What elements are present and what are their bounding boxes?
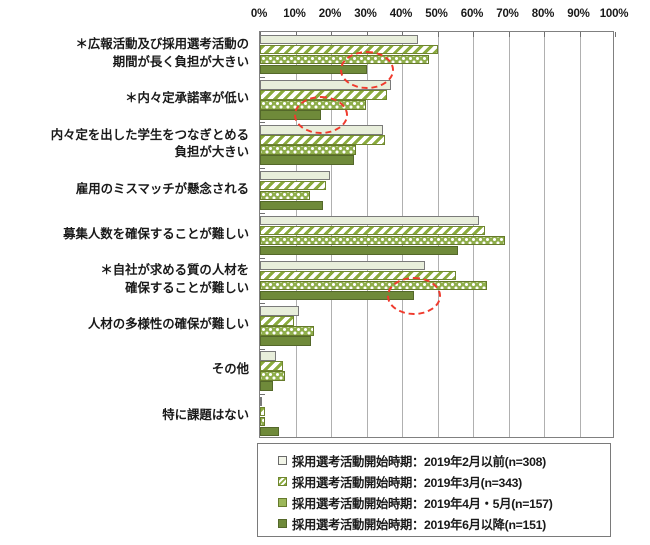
bar — [260, 261, 426, 271]
x-axis-tick-label: 100% — [599, 8, 629, 20]
bar — [260, 235, 505, 246]
bar — [260, 336, 312, 346]
y-axis-category-label: ＊自社が求める質の人材を 確保することが難しい — [100, 263, 249, 295]
bar — [260, 225, 486, 236]
bar — [260, 281, 488, 291]
bar — [260, 271, 456, 281]
x-axis-tick-label: 90% — [567, 8, 590, 20]
bar — [260, 80, 391, 90]
bar — [260, 190, 310, 200]
y-axis-tickmark — [260, 167, 265, 169]
legend-label: 採用選考活動開始時期：2019年2月以前(n=308) — [292, 454, 546, 469]
bar — [260, 200, 323, 210]
x-axis-tick-label: 80% — [531, 8, 555, 20]
gridline — [508, 32, 510, 437]
highlight-ellipse-annotation — [294, 95, 349, 134]
highlight-ellipse-annotation — [386, 276, 441, 315]
y-axis-category-label: 特に課題はない — [162, 407, 249, 422]
y-axis-tickmark — [260, 303, 265, 305]
bar — [260, 416, 266, 427]
bar — [260, 215, 480, 226]
legend-swatch-icon — [278, 477, 287, 486]
bar — [260, 351, 276, 361]
y-axis-tickmark — [260, 348, 265, 350]
bar — [260, 316, 295, 326]
bar — [260, 145, 357, 155]
bar — [260, 396, 263, 407]
x-axis-tick-label: 60% — [460, 8, 484, 20]
highlight-ellipse-annotation — [339, 50, 394, 89]
x-axis-tickmark — [437, 32, 439, 37]
legend-item[interactable]: 採用選考活動開始時期：2019年6月以降(n=151) — [258, 513, 610, 534]
x-axis-tick-label: 30% — [354, 8, 377, 20]
gridline — [579, 32, 581, 437]
x-axis-tick-label: 40% — [389, 8, 413, 20]
legend-item[interactable]: 採用選考活動開始時期：2019年4月・5月(n=157) — [258, 492, 610, 513]
bar — [260, 44, 438, 55]
x-axis-tick-labels: 0% 10% 20% 30% 40% 50% 60% 70% 80% 90% 100% — [0, 8, 650, 28]
legend-swatch-icon — [278, 498, 287, 507]
x-axis-tickmark — [295, 32, 297, 37]
y-axis-category-label: ＊内々定承諾率が低い — [125, 91, 249, 106]
legend-label: 採用選考活動開始時期：2019年6月以降(n=151) — [292, 517, 546, 532]
bar — [260, 406, 266, 417]
bar — [260, 245, 459, 256]
x-axis-tickmark — [473, 32, 474, 37]
y-axis-category-labels: ＊広報活動及び採用選考活動の 期間が長く負担が大きい ＊内々定承諾率が低い内々定を… — [0, 31, 253, 438]
y-axis-category-label: 募集人数を確保することが難しい — [63, 226, 249, 241]
legend-item[interactable]: 採用選考活動開始時期：2019年3月(n=343) — [258, 471, 610, 492]
plot-area — [259, 31, 616, 438]
x-axis-tickmark — [260, 32, 261, 37]
y-axis-category-label: ＊広報活動及び採用選考活動の 期間が長く負担が大きい — [75, 37, 249, 69]
legend-item[interactable]: 採用選考活動開始時期：2019年2月以前(n=308) — [258, 450, 610, 471]
bar — [260, 155, 355, 165]
x-axis-tick-label: 10% — [283, 8, 306, 20]
x-axis-tickmark — [544, 32, 545, 37]
y-axis-tickmark — [260, 258, 265, 260]
x-axis-tick-label: 0% — [250, 8, 268, 20]
bar — [260, 361, 283, 371]
legend-label: 採用選考活動開始時期：2019年3月(n=343) — [292, 475, 522, 490]
bar — [260, 306, 300, 316]
bar — [260, 170, 330, 180]
legend-label: 採用選考活動開始時期：2019年4月・5月(n=157) — [292, 496, 553, 511]
x-axis-tick-label: 20% — [318, 8, 342, 20]
y-axis-tickmark — [260, 393, 265, 395]
y-axis-tickmark — [260, 212, 265, 214]
x-axis-tickmark — [508, 32, 510, 37]
gridline — [544, 32, 545, 437]
bar — [260, 135, 385, 145]
bar — [260, 371, 285, 381]
x-axis-tickmark — [331, 32, 332, 37]
bar — [260, 180, 327, 190]
x-axis-tickmark — [366, 32, 368, 37]
chart-legend: 採用選考活動開始時期：2019年2月以前(n=308) 採用選考活動開始時期：20… — [257, 443, 611, 537]
x-axis-tickmark — [402, 32, 403, 37]
legend-swatch-icon — [278, 519, 287, 528]
bar — [260, 381, 274, 391]
x-axis-tick-label: 70% — [496, 8, 519, 20]
legend-swatch-icon — [278, 456, 287, 465]
bar — [260, 326, 314, 336]
y-axis-category-label: その他 — [211, 362, 249, 377]
x-axis-tickmark — [615, 32, 616, 37]
y-axis-category-label: 雇用のミスマッチが懸念される — [75, 181, 249, 196]
bar — [260, 34, 418, 45]
y-axis-tickmark — [260, 122, 265, 124]
bar — [260, 426, 280, 437]
x-axis-tick-label: 50% — [425, 8, 448, 20]
y-axis-tickmark — [260, 77, 265, 79]
x-axis-tickmark — [579, 32, 581, 37]
y-axis-category-label: 内々定を出した学生をつなぎとめる 負担が大きい — [50, 127, 249, 160]
y-axis-category-label: 人材の多様性の確保が難しい — [87, 317, 249, 332]
